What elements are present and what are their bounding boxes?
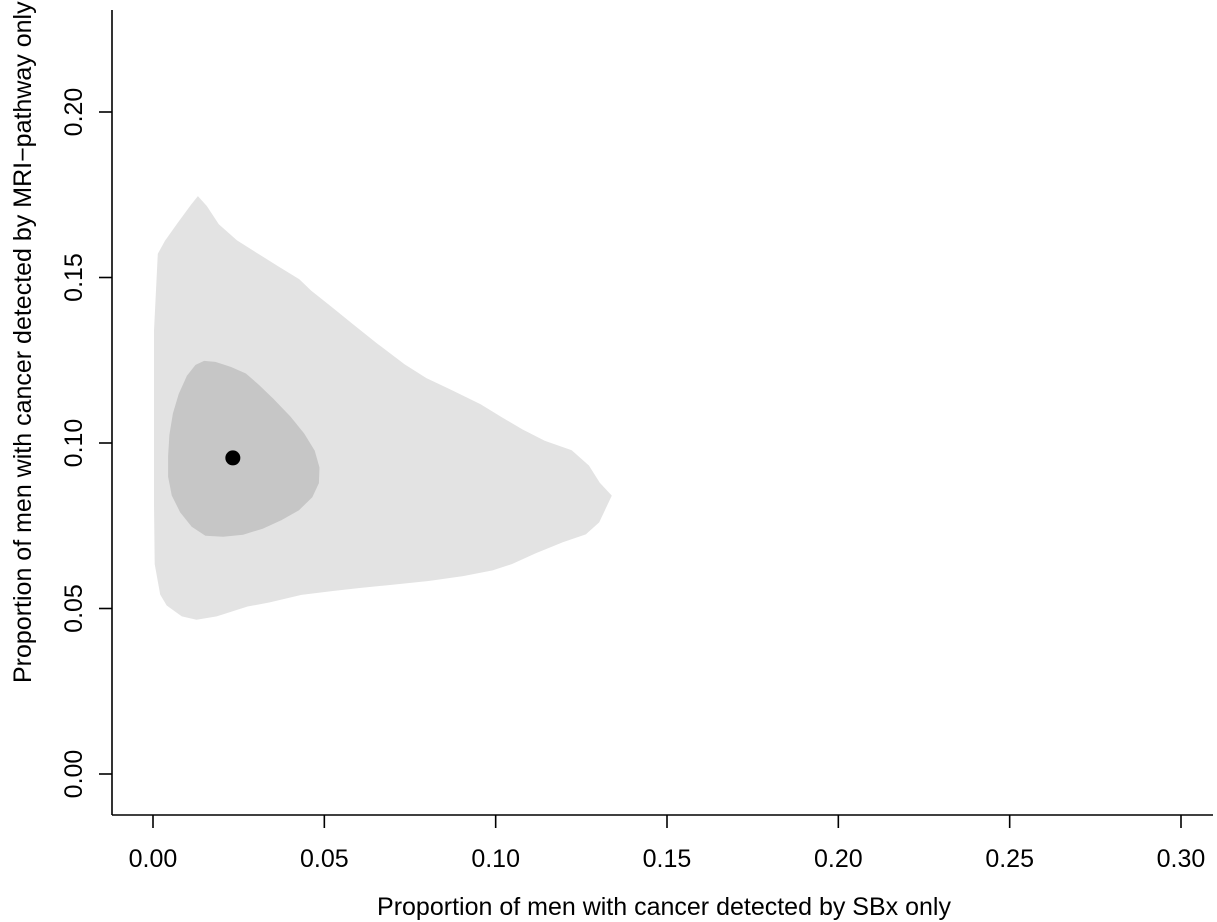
axes: 0.00 0.05 0.10 0.15 0.20 0.25 0.30 0.00 0.05 0.1… [60, 10, 1213, 873]
x-axis-label: Proportion of men with cancer detected b… [377, 893, 951, 921]
y-tick-label: 0.20 [60, 88, 88, 137]
x-tick-label: 0.00 [129, 845, 178, 873]
y-tick-label: 0.05 [60, 584, 88, 633]
y-tick-label: 0.15 [60, 253, 88, 302]
inner-region [168, 360, 320, 537]
y-ticks: 0.00 0.05 0.10 0.15 0.20 [60, 88, 112, 799]
x-tick-label: 0.20 [814, 845, 863, 873]
plot-regions [154, 196, 612, 620]
x-tick-label: 0.30 [1157, 845, 1206, 873]
y-tick-label: 0.00 [60, 750, 88, 799]
point-estimate-marker [225, 450, 241, 466]
x-ticks: 0.00 0.05 0.10 0.15 0.20 0.25 0.30 [129, 815, 1206, 873]
x-tick-label: 0.05 [300, 845, 349, 873]
x-tick-label: 0.25 [985, 845, 1034, 873]
y-tick-label: 0.10 [60, 419, 88, 468]
x-tick-label: 0.10 [471, 845, 520, 873]
y-axis-label: Proportion of men with cancer detected b… [9, 1, 37, 683]
x-tick-label: 0.15 [643, 845, 692, 873]
